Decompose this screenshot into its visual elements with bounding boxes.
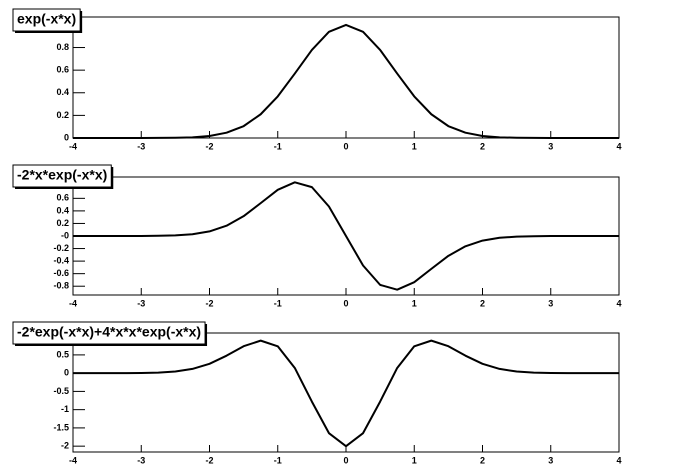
x-tick-label: 4 [616,141,621,151]
title-box [12,8,81,32]
y-tick-label: 0.8 [56,42,69,52]
x-tick-label: 0 [343,455,348,465]
x-tick-label: 1 [412,455,417,465]
x-tick-label: 1 [412,298,417,308]
x-tick-label: 3 [548,141,553,151]
x-tick-label: 2 [480,298,485,308]
y-tick-label: -2 [61,441,69,451]
y-tick-label: -0.8 [53,281,69,291]
x-tick-label: -2 [205,141,213,151]
x-tick-label: 3 [548,455,553,465]
y-tick-label: -0.6 [53,268,69,278]
y-tick-label: 0.4 [56,205,69,215]
x-tick-label: 0 [343,298,348,308]
x-tick-label: -1 [274,141,282,151]
y-tick-label: 0.6 [56,193,69,203]
y-tick-label: -0.4 [53,255,69,265]
y-tick-label: -0.5 [53,386,69,396]
chart-title: -2*x*exp(-x*x) [17,167,107,183]
x-tick-label: 2 [480,141,485,151]
x-tick-label: -2 [205,455,213,465]
x-tick-label: 0 [343,141,348,151]
plot-frame [72,16,620,139]
x-tick-label: -3 [137,298,145,308]
y-tick-label: 0.2 [56,218,69,228]
y-tick-label: -0 [61,230,69,240]
y-tick-label: 0.6 [56,65,69,75]
x-tick-label: -4 [69,298,77,308]
x-tick-label: -3 [137,455,145,465]
function-curve [73,23,619,139]
y-tick-label: 0 [64,132,69,142]
plot-frame [72,332,620,453]
function-curve [73,339,619,448]
y-tick-label: -0.2 [53,243,69,253]
x-tick-label: 2 [480,455,485,465]
y-tick-label: -1.5 [53,422,69,432]
y-tick-label: 0.2 [56,110,69,120]
title-box [12,164,112,188]
y-tick-label: 0.4 [56,87,69,97]
y-tick-label: -1 [61,404,69,414]
x-tick-label: -3 [137,141,145,151]
y-tick-label: 0 [64,368,69,378]
chart-title: -2*exp(-x*x)+4*x*x*exp(-x*x) [17,324,201,340]
y-tick-label: 0.5 [56,349,69,359]
title-box [12,321,206,345]
x-tick-label: -1 [274,298,282,308]
chart-title: exp(-x*x) [17,11,76,27]
x-tick-label: -2 [205,298,213,308]
x-tick-label: 3 [548,298,553,308]
x-tick-label: -4 [69,141,77,151]
x-tick-label: -4 [69,455,77,465]
function-curve [73,181,619,291]
x-tick-label: 1 [412,141,417,151]
x-tick-label: 4 [616,455,621,465]
x-tick-label: 4 [616,298,621,308]
x-tick-label: -1 [274,455,282,465]
